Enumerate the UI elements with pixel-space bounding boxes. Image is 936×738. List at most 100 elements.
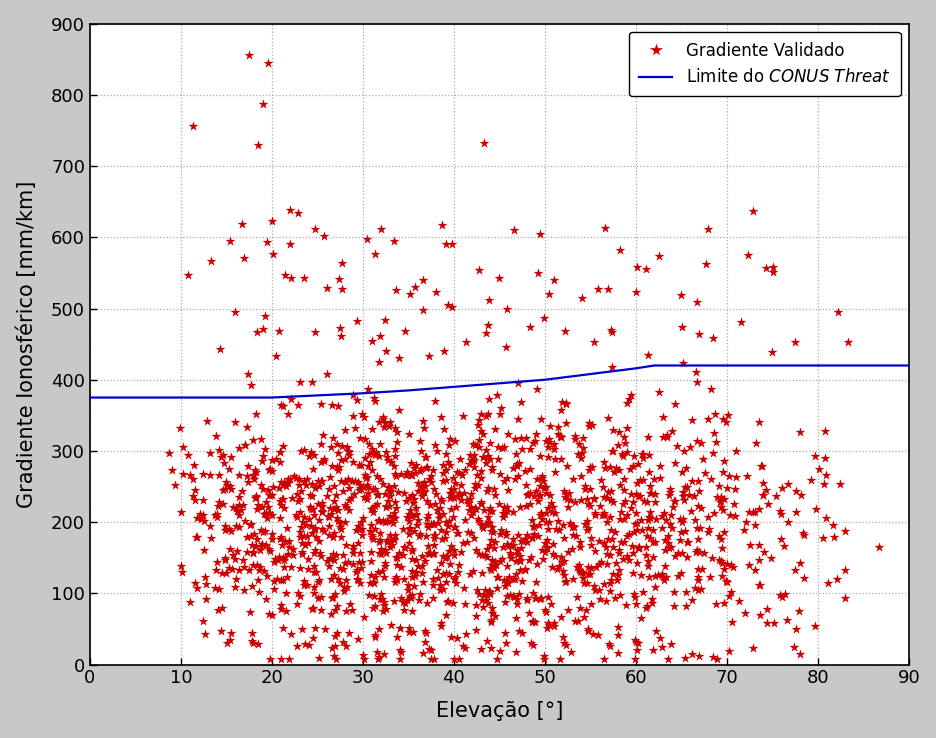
Point: [688, 366, 703, 378]
Point: [459, 494, 474, 506]
Point: [344, 410, 359, 421]
Point: [192, 508, 207, 520]
Point: [207, 582, 222, 594]
Point: [333, 454, 348, 466]
Point: [358, 469, 373, 481]
Point: [592, 593, 607, 605]
Point: [433, 494, 448, 506]
Point: [353, 483, 368, 495]
Point: [393, 561, 408, 573]
Point: [414, 445, 429, 457]
Point: [548, 563, 563, 575]
Point: [242, 519, 257, 531]
Point: [249, 326, 264, 338]
Point: [368, 500, 383, 512]
Point: [297, 272, 312, 284]
Point: [672, 513, 687, 525]
Point: [803, 474, 818, 486]
Point: [189, 582, 204, 594]
Point: [668, 440, 683, 452]
Point: [361, 448, 376, 460]
Point: [425, 518, 440, 530]
Point: [431, 579, 446, 590]
Point: [527, 593, 542, 604]
Point: [426, 529, 441, 541]
Point: [492, 556, 507, 568]
Point: [363, 555, 378, 567]
Point: [414, 463, 429, 475]
Point: [212, 625, 227, 637]
Point: [326, 548, 341, 560]
Point: [689, 376, 704, 387]
Point: [577, 518, 592, 530]
Point: [519, 592, 534, 604]
Point: [693, 522, 708, 534]
Point: [533, 507, 548, 519]
Point: [792, 426, 807, 438]
Point: [303, 520, 318, 532]
Point: [708, 436, 723, 448]
Point: [530, 558, 545, 570]
Point: [522, 551, 537, 562]
Point: [417, 451, 431, 463]
Point: [490, 453, 505, 465]
Point: [446, 511, 461, 523]
Point: [377, 489, 392, 500]
Point: [369, 646, 384, 658]
Point: [381, 420, 396, 432]
Point: [518, 534, 533, 545]
Point: [461, 504, 476, 516]
Point: [392, 622, 407, 634]
Point: [387, 450, 402, 462]
Point: [425, 464, 440, 476]
Point: [395, 523, 410, 535]
Point: [476, 549, 491, 561]
Point: [669, 548, 684, 559]
Point: [714, 466, 729, 478]
Point: [481, 393, 496, 405]
Point: [254, 540, 269, 552]
Point: [239, 546, 254, 558]
Point: [372, 331, 387, 342]
Point: [248, 492, 263, 504]
Point: [387, 468, 402, 480]
Point: [522, 321, 537, 333]
Point: [754, 477, 769, 489]
Point: [619, 509, 634, 521]
Point: [708, 598, 723, 610]
Point: [484, 461, 499, 473]
Point: [208, 565, 223, 576]
Point: [228, 520, 243, 532]
Point: [590, 630, 605, 641]
Point: [262, 489, 277, 501]
Point: [713, 542, 728, 554]
Point: [445, 472, 460, 484]
Point: [625, 567, 640, 579]
Point: [434, 568, 449, 580]
Point: [342, 482, 357, 494]
Point: [564, 473, 579, 485]
Point: [539, 534, 554, 545]
Point: [404, 590, 419, 601]
Point: [572, 537, 587, 548]
Point: [675, 514, 690, 525]
Point: [513, 432, 528, 444]
Point: [406, 462, 421, 474]
Point: [341, 449, 356, 461]
Point: [484, 522, 499, 534]
Point: [625, 460, 640, 472]
Point: [673, 526, 688, 538]
Point: [483, 642, 498, 654]
Point: [378, 603, 393, 615]
Point: [640, 432, 655, 444]
Point: [380, 481, 395, 493]
Point: [572, 602, 587, 614]
Point: [410, 477, 425, 489]
Point: [331, 461, 346, 473]
Point: [261, 464, 276, 476]
Point: [368, 449, 383, 461]
Point: [583, 539, 598, 551]
Point: [481, 294, 496, 306]
Point: [535, 650, 550, 662]
Point: [499, 472, 514, 484]
